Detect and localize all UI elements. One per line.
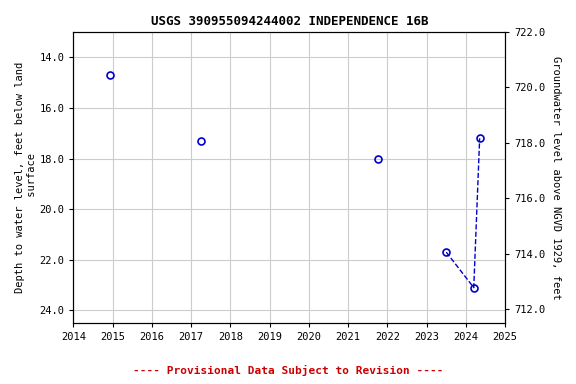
Y-axis label: Groundwater level above NGVD 1929, feet: Groundwater level above NGVD 1929, feet — [551, 56, 561, 300]
Text: ---- Provisional Data Subject to Revision ----: ---- Provisional Data Subject to Revisio… — [132, 365, 444, 376]
Y-axis label: Depth to water level, feet below land
 surface: Depth to water level, feet below land su… — [15, 62, 37, 293]
Title: USGS 390955094244002 INDEPENDENCE 16B: USGS 390955094244002 INDEPENDENCE 16B — [150, 15, 428, 28]
